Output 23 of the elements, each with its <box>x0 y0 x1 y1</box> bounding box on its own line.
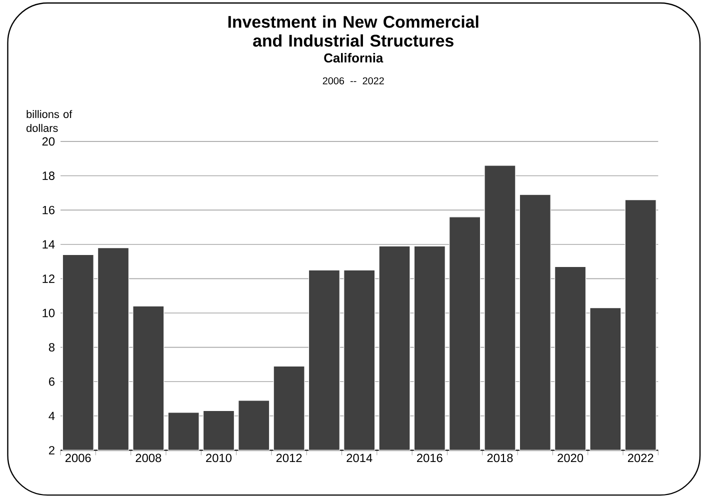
x-tick-label: 2010 <box>206 454 232 462</box>
chart-title: Investment in New Commercial and Industrial Structures <box>228 15 478 47</box>
x-tick-label: 2020 <box>558 454 584 462</box>
y-tick-label: 20 <box>42 137 55 146</box>
x-tick-label: 2006 <box>65 454 91 462</box>
x-tick-label: 2016 <box>417 454 442 462</box>
y-axis-title: billions of dollars <box>26 110 72 132</box>
x-tick-label: 2008 <box>136 454 162 462</box>
y-tick-label: 18 <box>42 172 55 180</box>
x-tick-label: 2014 <box>346 454 372 462</box>
y-tick-label: 16 <box>42 206 55 214</box>
y-tick-label: 6 <box>49 377 55 386</box>
x-tick-label: 2018 <box>487 454 513 462</box>
y-tick-label: 12 <box>42 274 54 283</box>
y-tick-label: 8 <box>48 343 55 352</box>
y-tick-label: 4 <box>48 412 55 420</box>
x-tick-label: 2012 <box>276 454 302 462</box>
x-tick-label: 2022 <box>628 454 654 462</box>
y-tick-label: 2 <box>49 446 54 454</box>
y-tick-label: 10 <box>42 308 55 318</box>
y-tick-label: 14 <box>42 240 55 248</box>
text: 2006 -- 2022 <box>322 77 384 84</box>
chart-subtitle: California <box>324 53 384 63</box>
